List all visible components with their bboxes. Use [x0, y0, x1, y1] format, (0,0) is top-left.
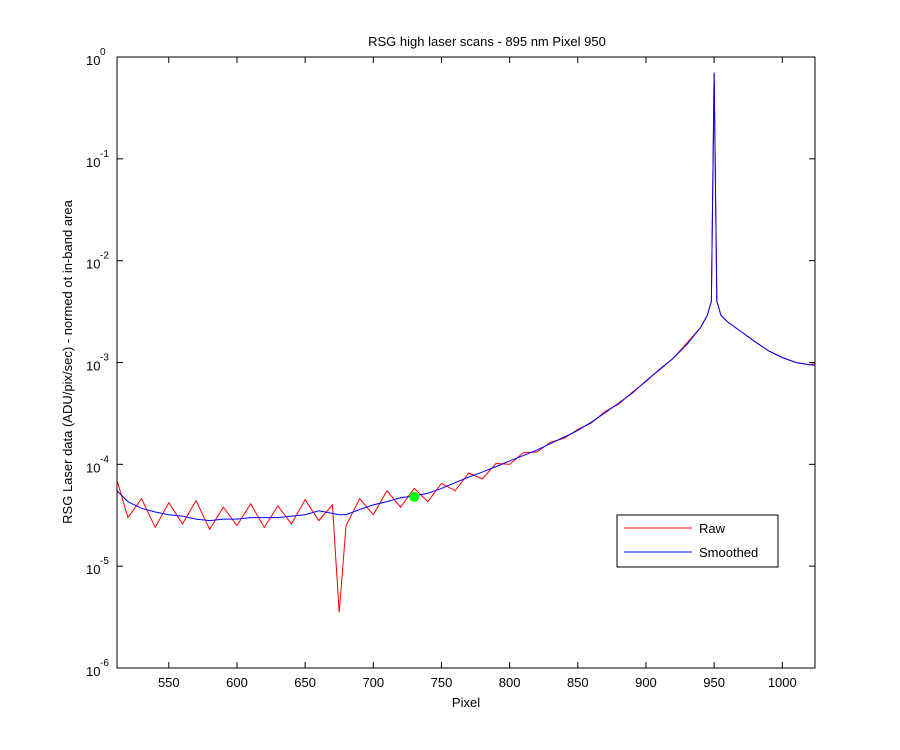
- x-tick-label: 850: [567, 675, 589, 690]
- x-tick-label: 550: [158, 675, 180, 690]
- y-tick-exponent: -1: [100, 149, 109, 160]
- x-tick-label: 750: [431, 675, 453, 690]
- y-tick-exponent: -2: [100, 251, 109, 262]
- x-tick-label: 650: [294, 675, 316, 690]
- x-tick-label: 700: [362, 675, 384, 690]
- x-tick-label: 900: [635, 675, 657, 690]
- chart-title: RSG high laser scans - 895 nm Pixel 950: [368, 34, 606, 49]
- legend: Raw Smoothed: [616, 514, 779, 568]
- x-tick-label: 600: [226, 675, 248, 690]
- y-tick-exponent: -6: [100, 658, 109, 669]
- y-tick-label: 10: [86, 562, 100, 577]
- y-tick-exponent: -4: [100, 454, 109, 465]
- y-tick-exponent: -3: [100, 353, 109, 364]
- x-tick-label: 950: [703, 675, 725, 690]
- legend-box: [616, 514, 779, 568]
- legend-label: Smoothed: [699, 545, 758, 560]
- y-tick-exponent: 0: [100, 47, 106, 58]
- y-tick-exponent: -5: [100, 556, 109, 567]
- x-tick-label: 1000: [768, 675, 797, 690]
- y-tick-label: 10: [86, 460, 100, 475]
- y-axis-label: RSG Laser data (ADU/pix/sec) - normed ot…: [60, 199, 75, 523]
- plot-area: [116, 56, 816, 669]
- x-axis-label: Pixel: [452, 695, 480, 710]
- y-tick-label: 10: [86, 664, 100, 679]
- y-tick-label: 10: [86, 53, 100, 68]
- x-tick-label: 800: [499, 675, 521, 690]
- y-tick-label: 10: [86, 359, 100, 374]
- y-tick-label: 10: [86, 155, 100, 170]
- legend-label: Raw: [699, 521, 726, 536]
- y-tick-label: 10: [86, 257, 100, 272]
- marker-point: [409, 491, 420, 502]
- series-line: [116, 72, 816, 522]
